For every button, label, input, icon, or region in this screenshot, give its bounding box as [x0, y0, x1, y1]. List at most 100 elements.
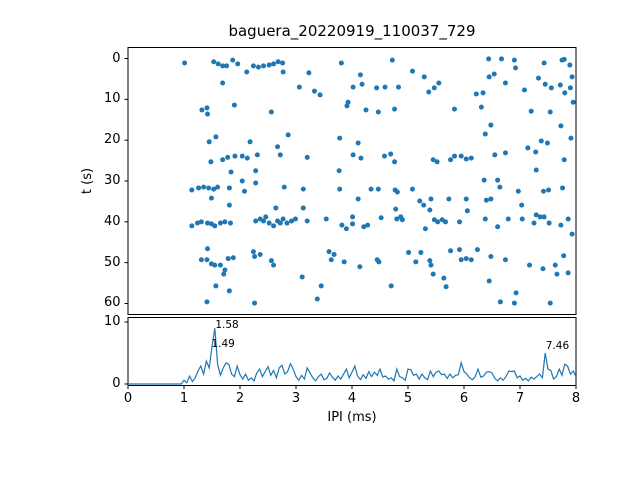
- scatter-point: [515, 188, 521, 194]
- scatter-point: [277, 152, 283, 158]
- scatter-point: [208, 159, 214, 165]
- scatter-point: [244, 69, 250, 75]
- scatter-point: [488, 254, 494, 260]
- scatter-point: [357, 264, 363, 270]
- scatter-point: [225, 256, 231, 262]
- scatter-point: [428, 196, 434, 202]
- scatter-point: [513, 290, 519, 296]
- scatter-point: [199, 107, 205, 113]
- y-tick-label: 0: [112, 50, 121, 66]
- scatter-point: [222, 219, 228, 225]
- scatter-point: [486, 278, 492, 284]
- scatter-point: [511, 300, 517, 306]
- scatter-point: [558, 222, 564, 228]
- scatter-point: [281, 184, 287, 190]
- scatter-point: [212, 223, 218, 229]
- scatter-point: [359, 81, 365, 87]
- scatter-point: [428, 262, 434, 268]
- scatter-point: [206, 139, 212, 145]
- scatter-point: [463, 156, 469, 162]
- scatter-point: [211, 59, 217, 65]
- scatter-point: [562, 90, 568, 96]
- scatter-point: [205, 220, 211, 226]
- scatter-point: [304, 218, 310, 224]
- scatter-point: [275, 59, 281, 65]
- scatter-point: [280, 216, 286, 222]
- y-tick-label: 0: [112, 376, 121, 391]
- scatter-point: [355, 140, 361, 146]
- scatter-point: [247, 139, 253, 145]
- scatter-point: [204, 257, 210, 263]
- scatter-point: [244, 155, 250, 161]
- scatter-point: [561, 157, 567, 163]
- peak-annotation: 1.49: [211, 338, 235, 351]
- x-tick-label: 7: [515, 390, 525, 406]
- scatter-point: [431, 85, 437, 91]
- scatter-point: [568, 135, 574, 141]
- x-tick-label: 3: [291, 390, 301, 406]
- scatter-point: [481, 177, 487, 183]
- scatter-point: [468, 155, 474, 161]
- scatter-point: [336, 168, 342, 174]
- scatter-point: [374, 85, 380, 91]
- x-tick-label: 4: [347, 390, 357, 406]
- scatter-point: [567, 85, 573, 91]
- scatter-point: [567, 62, 573, 68]
- scatter-point: [239, 178, 245, 184]
- scatter-point: [331, 251, 337, 257]
- scatter-point: [205, 111, 211, 117]
- scatter-point: [491, 71, 497, 77]
- scatter-point: [292, 216, 298, 222]
- scatter-point: [443, 219, 449, 225]
- scatter-point: [519, 202, 525, 208]
- scatter-point: [413, 259, 419, 265]
- scatter-point: [208, 195, 214, 201]
- scatter-point: [468, 257, 474, 263]
- scatter-point: [463, 196, 469, 202]
- scatter-point: [317, 92, 323, 98]
- scatter-point: [344, 103, 350, 109]
- scatter-point: [541, 60, 547, 66]
- line-axes-box: [127, 317, 577, 386]
- scatter-point: [253, 168, 259, 174]
- scatter-point: [252, 254, 258, 260]
- scatter-point: [527, 262, 533, 268]
- x-tick-label: 8: [571, 390, 581, 406]
- x-tick-label: 5: [403, 390, 413, 406]
- scatter-point: [228, 169, 234, 175]
- scatter-point: [271, 61, 277, 67]
- scatter-point: [541, 188, 547, 194]
- scatter-point: [226, 185, 232, 191]
- scatter-point: [528, 108, 534, 114]
- scatter-point: [239, 153, 245, 159]
- scatter-point: [194, 220, 200, 226]
- scatter-point: [253, 180, 259, 186]
- scatter-point: [533, 149, 539, 155]
- y-tick-label: 40: [103, 213, 121, 229]
- scatter-point: [486, 56, 492, 62]
- scatter-point: [231, 102, 237, 108]
- scatter-point: [513, 65, 519, 71]
- scatter-point: [473, 91, 479, 97]
- scatter-point: [525, 145, 531, 151]
- scatter-point: [261, 218, 267, 224]
- scatter-point: [375, 186, 381, 192]
- scatter-point: [421, 202, 427, 208]
- scatter-point: [409, 68, 415, 74]
- scatter-point: [538, 138, 544, 144]
- scatter-point: [457, 247, 463, 253]
- scatter-point: [220, 80, 226, 86]
- scatter-point: [343, 226, 349, 232]
- scatter-point: [217, 262, 223, 268]
- scatter-point: [448, 248, 454, 254]
- scatter-point: [561, 56, 567, 62]
- scatter-point: [393, 206, 399, 212]
- scatter-point: [261, 63, 267, 69]
- scatter-point: [505, 216, 511, 222]
- scatter-point: [569, 231, 575, 237]
- scatter-point: [182, 60, 188, 66]
- scatter-point: [478, 104, 484, 110]
- scatter-point: [213, 283, 219, 289]
- scatter-point: [552, 262, 558, 268]
- scatter-point: [463, 256, 469, 262]
